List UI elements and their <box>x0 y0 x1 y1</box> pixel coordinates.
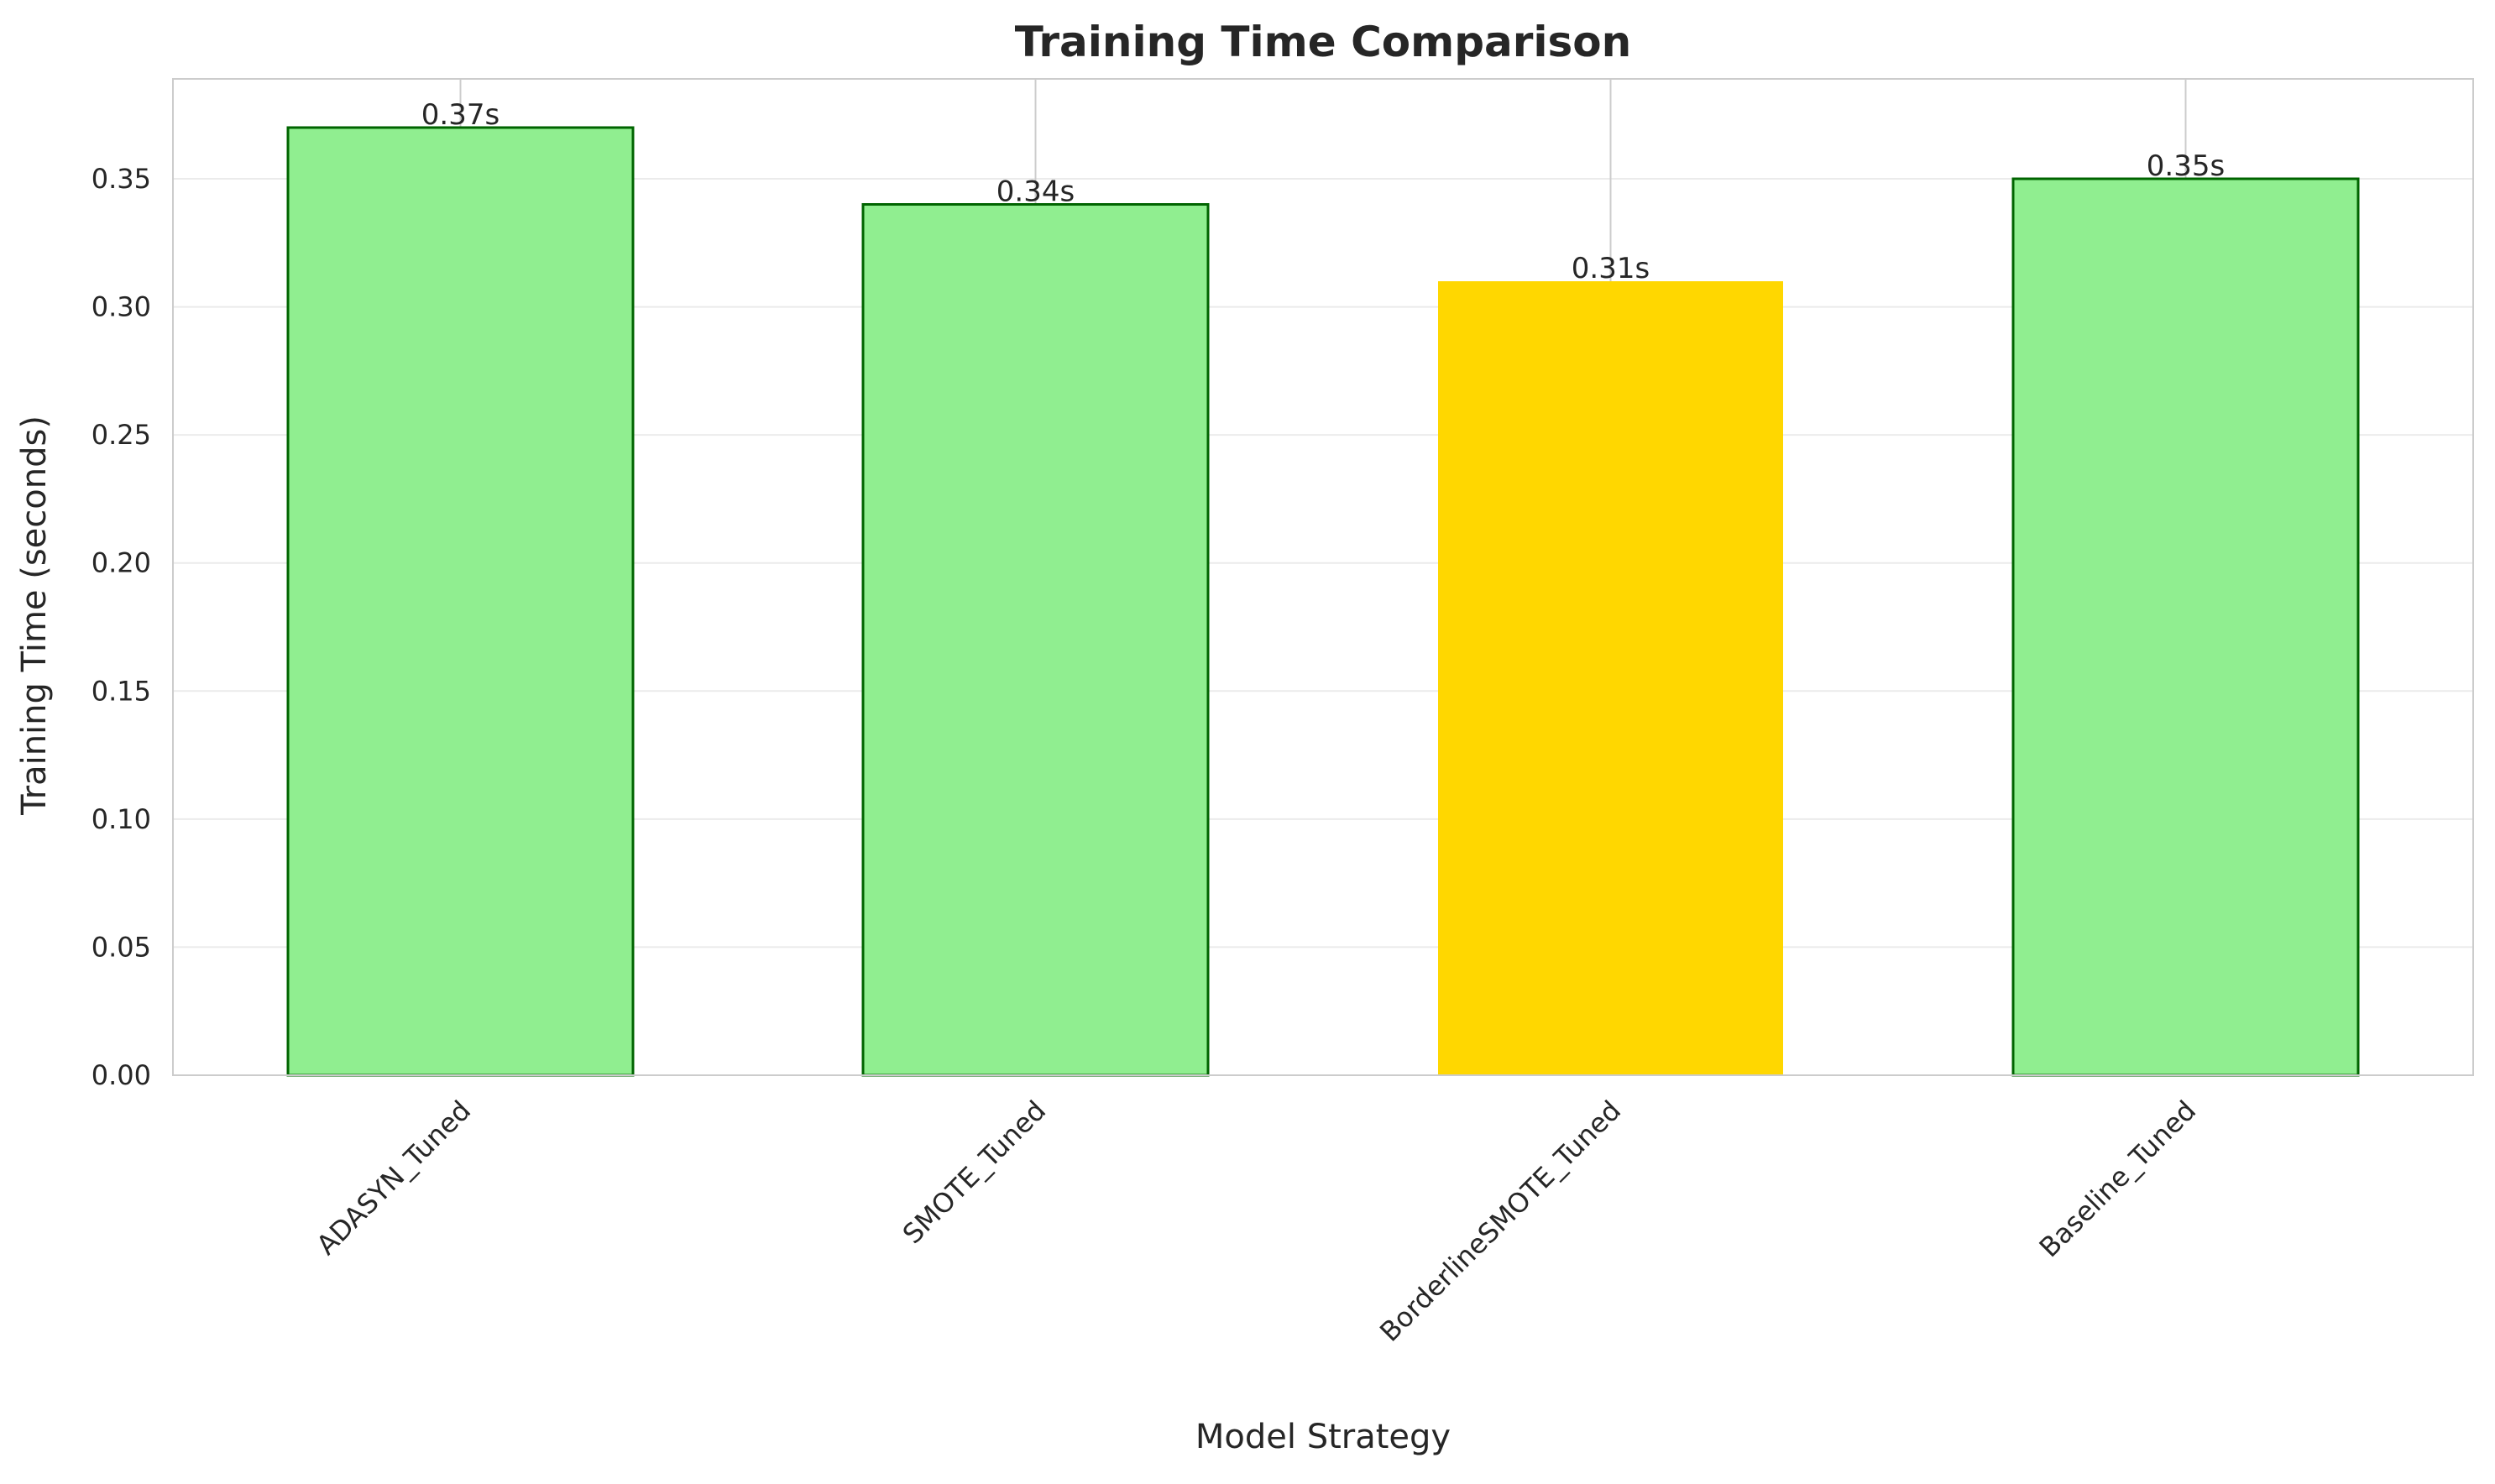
bar-value-label: 0.34s <box>996 175 1075 209</box>
chart-title: Training Time Comparison <box>1015 18 1632 66</box>
y-tick-label: 0.20 <box>92 547 151 579</box>
bar-value-label: 0.35s <box>2147 149 2225 183</box>
y-tick-labels: 0.00 0.05 0.10 0.15 0.20 0.25 0.30 0.35 <box>92 163 151 1091</box>
y-tick-label: 0.35 <box>92 163 151 195</box>
y-tick-label: 0.10 <box>92 803 151 835</box>
y-tick-label: 0.30 <box>92 291 151 323</box>
y-tick-label: 0.00 <box>92 1059 151 1091</box>
bar-smote-tuned <box>861 203 1210 1077</box>
bar-borderlinesmote-tuned <box>1438 281 1783 1075</box>
bar-value-labels: 0.37s 0.34s 0.31s 0.35s <box>421 98 2225 285</box>
plot-frame <box>172 78 2474 1076</box>
bar-baseline-tuned <box>2011 177 2360 1077</box>
bar-value-label: 0.31s <box>1572 252 1650 285</box>
y-tick-label: 0.25 <box>92 419 151 451</box>
bars-layer <box>286 126 2360 1077</box>
bar-adasyn-tuned <box>286 126 635 1077</box>
bar-value-label: 0.37s <box>421 98 500 132</box>
y-tick-label: 0.05 <box>92 931 151 963</box>
x-axis-title: Model Strategy <box>1195 1418 1451 1456</box>
y-tick-label: 0.15 <box>92 675 151 707</box>
y-axis-title: Training Time (seconds) <box>15 415 54 816</box>
